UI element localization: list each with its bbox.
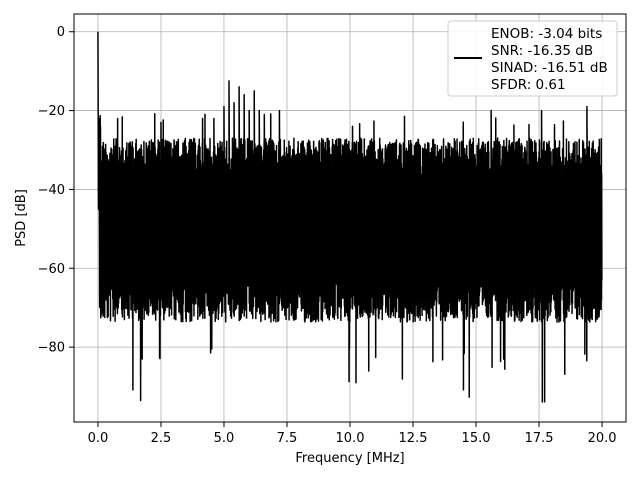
x-axis-label: Frequency [MHz] bbox=[295, 451, 404, 466]
plot-area bbox=[97, 31, 603, 403]
x-tick-label: 20.0 bbox=[588, 431, 617, 446]
x-tick-label: 17.5 bbox=[525, 431, 554, 446]
y-axis-label: PSD [dB] bbox=[14, 189, 29, 247]
x-tick-label: 15.0 bbox=[462, 431, 491, 446]
psd-series-line bbox=[97, 31, 603, 403]
legend-entry-enob: ENOB: -3.04 bits bbox=[491, 26, 602, 42]
legend: ENOB: -3.04 bits SNR: -16.35 dB SINAD: -… bbox=[447, 20, 618, 97]
y-tick-label: 0 bbox=[57, 25, 65, 40]
legend-entry-sfdr: SFDR: 0.61 bbox=[491, 77, 566, 93]
x-tick-label: 2.5 bbox=[151, 431, 172, 446]
x-tick-label: 5.0 bbox=[214, 431, 235, 446]
y-tick-label: −60 bbox=[38, 262, 65, 277]
x-tick-label: 12.5 bbox=[399, 431, 428, 446]
x-tick-label: 10.0 bbox=[336, 431, 365, 446]
legend-entry-snr: SNR: -16.35 dB bbox=[491, 43, 593, 59]
y-tick-label: −80 bbox=[38, 341, 65, 356]
x-tick-label: 7.5 bbox=[277, 431, 298, 446]
legend-box bbox=[447, 20, 618, 97]
x-axis-ticks: 0.0 2.5 5.0 7.5 10.0 12.5 15.0 17.5 20.0 bbox=[88, 422, 617, 446]
x-tick-label: 0.0 bbox=[88, 431, 109, 446]
legend-entry-sinad: SINAD: -16.51 dB bbox=[491, 60, 608, 76]
y-tick-label: −40 bbox=[38, 183, 65, 198]
y-axis-ticks: 0 −20 −40 −60 −80 bbox=[38, 25, 74, 356]
y-tick-label: −20 bbox=[38, 104, 65, 119]
